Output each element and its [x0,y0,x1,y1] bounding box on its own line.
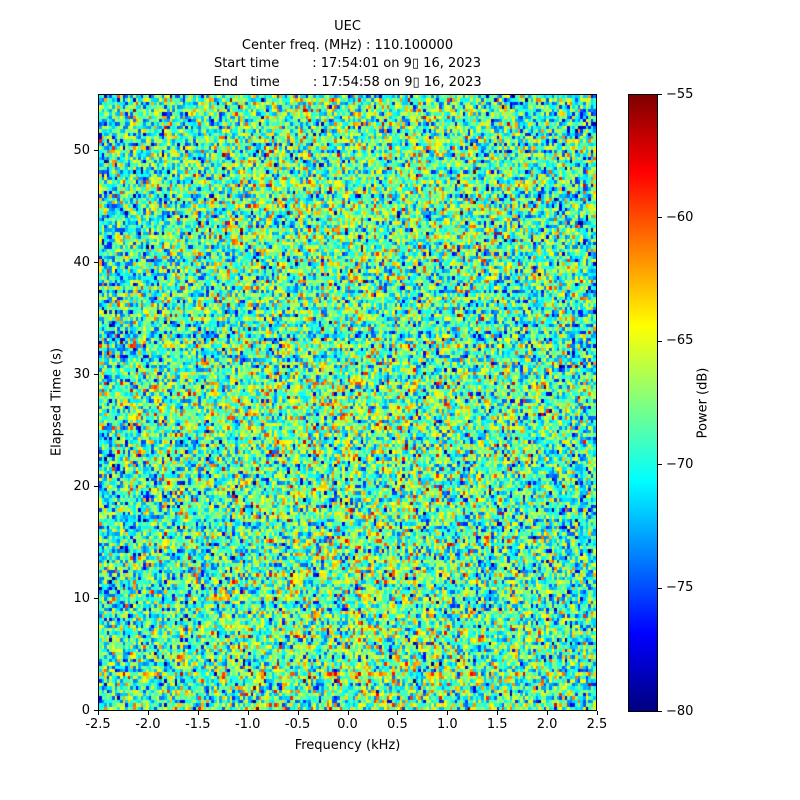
colorbar-tick-mark [658,587,662,589]
y-tick-mark [94,262,98,263]
colorbar-tick-label: −80 [666,703,694,719]
colorbar-tick-label: −75 [666,580,694,596]
x-tick-label: -2.0 [135,717,161,732]
x-tick-label: 0.5 [387,717,408,732]
colorbar [628,94,658,712]
y-tick-label: 0 [81,702,90,718]
y-tick-label: 10 [73,590,90,606]
colorbar-tick-label: −60 [666,209,694,225]
x-tick-mark [597,711,598,715]
y-tick-label: 50 [73,142,90,158]
x-tick-label: -0.5 [284,717,311,732]
title-block: UEC Center freq. (MHz) : 110.100000 Star… [98,18,597,92]
colorbar-tick-mark [658,217,662,219]
x-tick-mark [397,711,399,715]
x-tick-mark [247,711,249,715]
x-axis-label: Frequency (kHz) [294,738,401,753]
colorbar-tick-mark [658,340,662,342]
x-tick-label: 1.5 [486,717,508,732]
center-freq-line: Center freq. (MHz) : 110.100000 [241,37,454,53]
y-tick-mark [94,598,98,599]
x-tick-label: 2.0 [536,717,558,732]
x-tick-label: 0.0 [337,717,358,732]
x-tick-mark [447,711,449,715]
spectrogram-heatmap [99,95,596,710]
y-tick-mark [94,374,98,375]
y-axis-label: Elapsed Time (s) [49,347,65,457]
colorbar-tick-label: −55 [666,86,694,102]
x-tick-mark [497,711,499,715]
x-tick-mark [347,711,349,715]
x-tick-label: -1.5 [185,717,211,732]
x-tick-mark [98,711,99,715]
y-tick-label: 20 [73,478,90,494]
y-tick-mark [94,486,98,487]
colorbar-tick-label: −70 [666,456,694,472]
x-tick-label: -1.0 [235,717,261,732]
x-tick-mark [197,711,199,715]
plot-area [98,94,597,711]
end-time-line: End time : 17:54:58 on 9▯ 16, 2023 [213,74,482,90]
x-tick-mark [547,711,549,715]
start-time-line: Start time : 17:54:01 on 9▯ 16, 2023 [213,56,482,71]
y-tick-label: 40 [73,254,90,270]
x-tick-mark [297,711,299,715]
colorbar-tick-mark [658,711,662,712]
x-tick-mark [147,711,149,715]
x-tick-label: -2.5 [85,717,111,732]
x-tick-label: 1.0 [436,717,458,732]
colorbar-tick-label: −65 [666,333,694,349]
y-tick-mark [94,710,98,711]
x-tick-label: 2.5 [586,717,608,732]
y-tick-mark [94,150,98,151]
colorbar-label: Power (dB) [695,367,711,439]
chart-title: UEC [334,19,361,34]
colorbar-tick-mark [658,94,662,95]
colorbar-tick-mark [658,464,662,466]
y-tick-label: 30 [73,366,90,382]
